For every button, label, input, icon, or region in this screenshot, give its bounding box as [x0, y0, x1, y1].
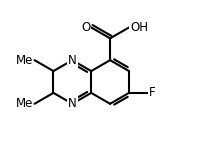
- Text: N: N: [68, 54, 77, 67]
- Text: O: O: [81, 21, 90, 34]
- Text: N: N: [68, 97, 77, 110]
- Text: Me: Me: [16, 54, 34, 67]
- Text: OH: OH: [130, 21, 148, 34]
- Text: F: F: [148, 86, 155, 99]
- Text: Me: Me: [16, 97, 34, 110]
